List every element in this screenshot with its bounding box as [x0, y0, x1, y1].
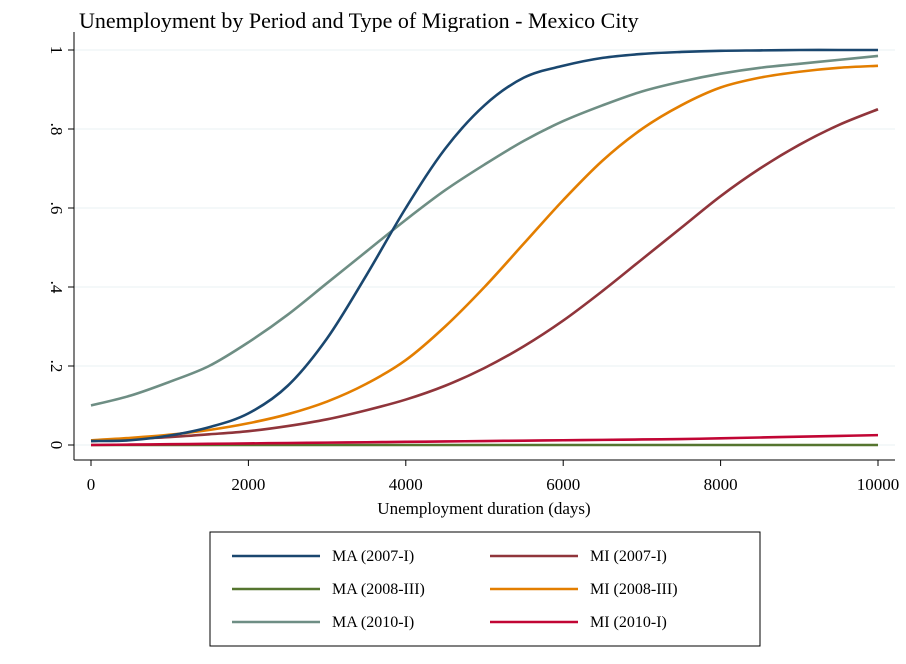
legend-label: MA (2008-III) [332, 581, 425, 598]
legend-label: MA (2010-I) [332, 614, 414, 631]
x-tick-label: 2000 [231, 475, 265, 494]
x-axis-label: Unemployment duration (days) [377, 499, 590, 518]
series-line-ma-2010-i [90, 54, 879, 407]
y-tick-label: 1 [47, 46, 66, 55]
chart-title: Unemployment by Period and Type of Migra… [79, 8, 639, 33]
plot-area [74, 32, 895, 460]
y-tick-label: .8 [47, 123, 66, 136]
y-tick-label: .4 [47, 281, 66, 294]
x-tick-label: 8000 [704, 475, 738, 494]
x-tick-label: 4000 [389, 475, 423, 494]
y-tick-label: 0 [47, 441, 66, 450]
x-tick-label: 10000 [857, 475, 900, 494]
x-tick-label: 6000 [546, 475, 580, 494]
legend-label: MI (2007-I) [590, 548, 667, 565]
legend-label: MA (2007-I) [332, 548, 414, 565]
y-tick-label: .6 [47, 202, 66, 215]
legend-label: MI (2008-III) [590, 581, 678, 598]
x-tick-label: 0 [87, 475, 96, 494]
legend-label: MI (2010-I) [590, 614, 667, 631]
series-line-ma-2007-i [90, 48, 878, 443]
series-line-mi-2007-i [90, 108, 879, 443]
series-line-mi-2010-i [90, 433, 879, 447]
y-tick-label: .2 [47, 360, 66, 373]
series-line-mi-2008-iii [90, 64, 879, 442]
